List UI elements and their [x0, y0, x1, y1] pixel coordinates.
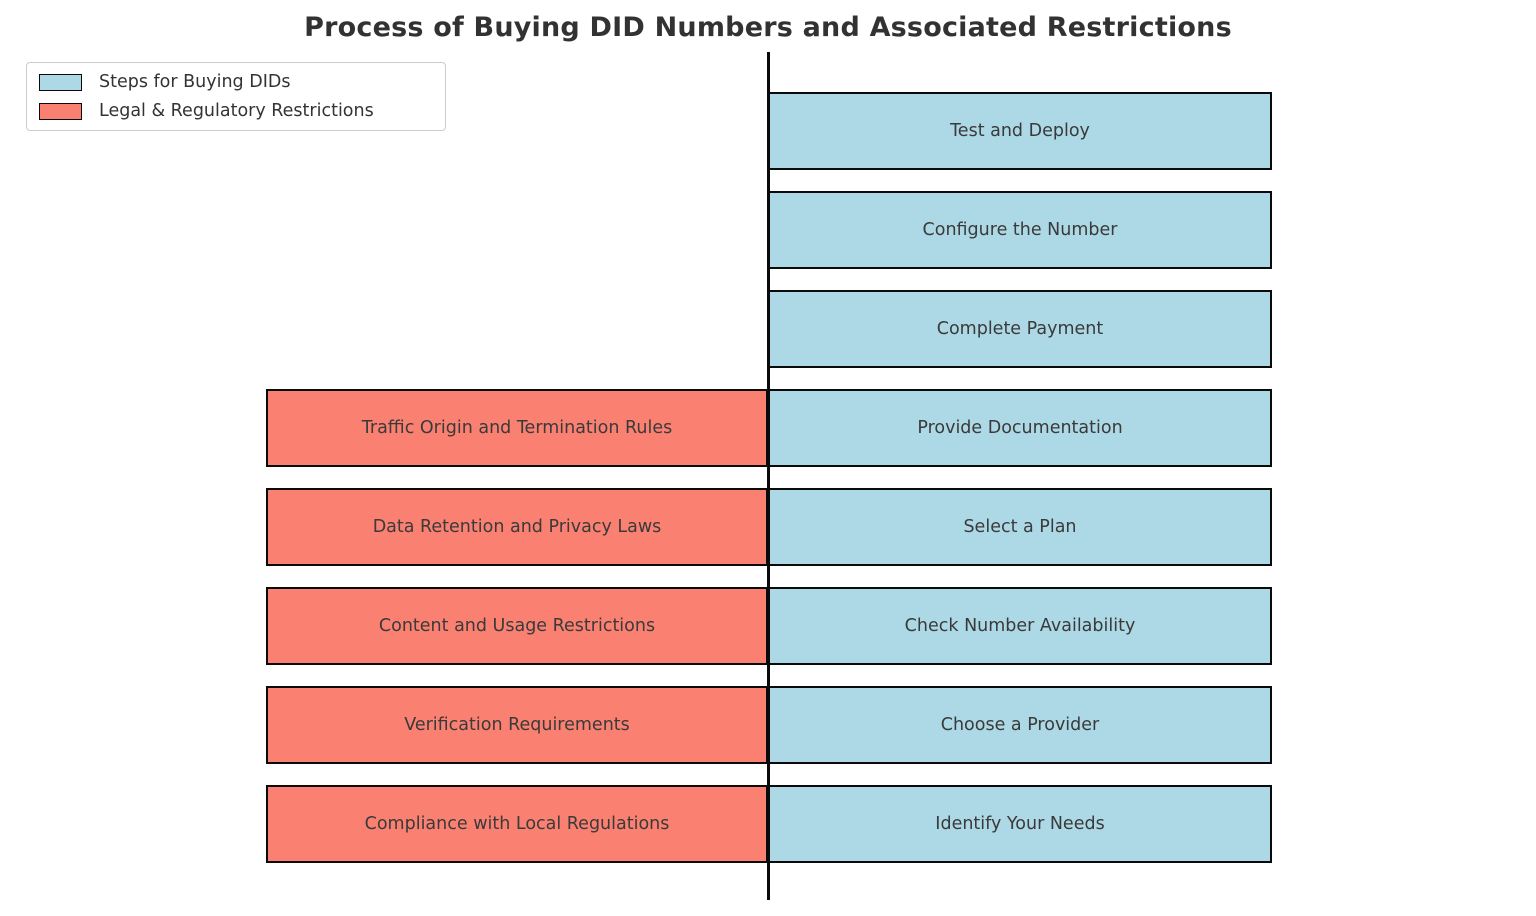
step-complete-payment: Complete Payment	[768, 290, 1272, 368]
restrictions-color-swatch	[39, 102, 82, 120]
step-test-and-deploy: Test and Deploy	[768, 92, 1272, 170]
steps-color-swatch	[39, 73, 82, 91]
step-identify-your-needs: Identify Your Needs	[768, 785, 1272, 863]
restriction-content-usage: Content and Usage Restrictions	[266, 587, 768, 665]
legend-item-steps: Steps for Buying DIDs	[39, 72, 433, 92]
step-provide-documentation: Provide Documentation	[768, 389, 1272, 467]
legend-item-restrictions: Legal & Regulatory Restrictions	[39, 101, 433, 121]
restriction-compliance-local-regulations: Compliance with Local Regulations	[266, 785, 768, 863]
step-configure-the-number: Configure the Number	[768, 191, 1272, 269]
step-check-number-availability: Check Number Availability	[768, 587, 1272, 665]
restriction-data-retention-privacy: Data Retention and Privacy Laws	[266, 488, 768, 566]
restriction-traffic-origin-termination: Traffic Origin and Termination Rules	[266, 389, 768, 467]
center-divider-line	[767, 52, 770, 900]
step-select-a-plan: Select a Plan	[768, 488, 1272, 566]
restriction-verification-requirements: Verification Requirements	[266, 686, 768, 764]
legend-label-steps: Steps for Buying DIDs	[99, 72, 291, 92]
step-choose-a-provider: Choose a Provider	[768, 686, 1272, 764]
diagram-title: Process of Buying DID Numbers and Associ…	[304, 12, 1232, 43]
legend: Steps for Buying DIDs Legal & Regulatory…	[26, 62, 446, 131]
legend-label-restrictions: Legal & Regulatory Restrictions	[99, 101, 374, 121]
